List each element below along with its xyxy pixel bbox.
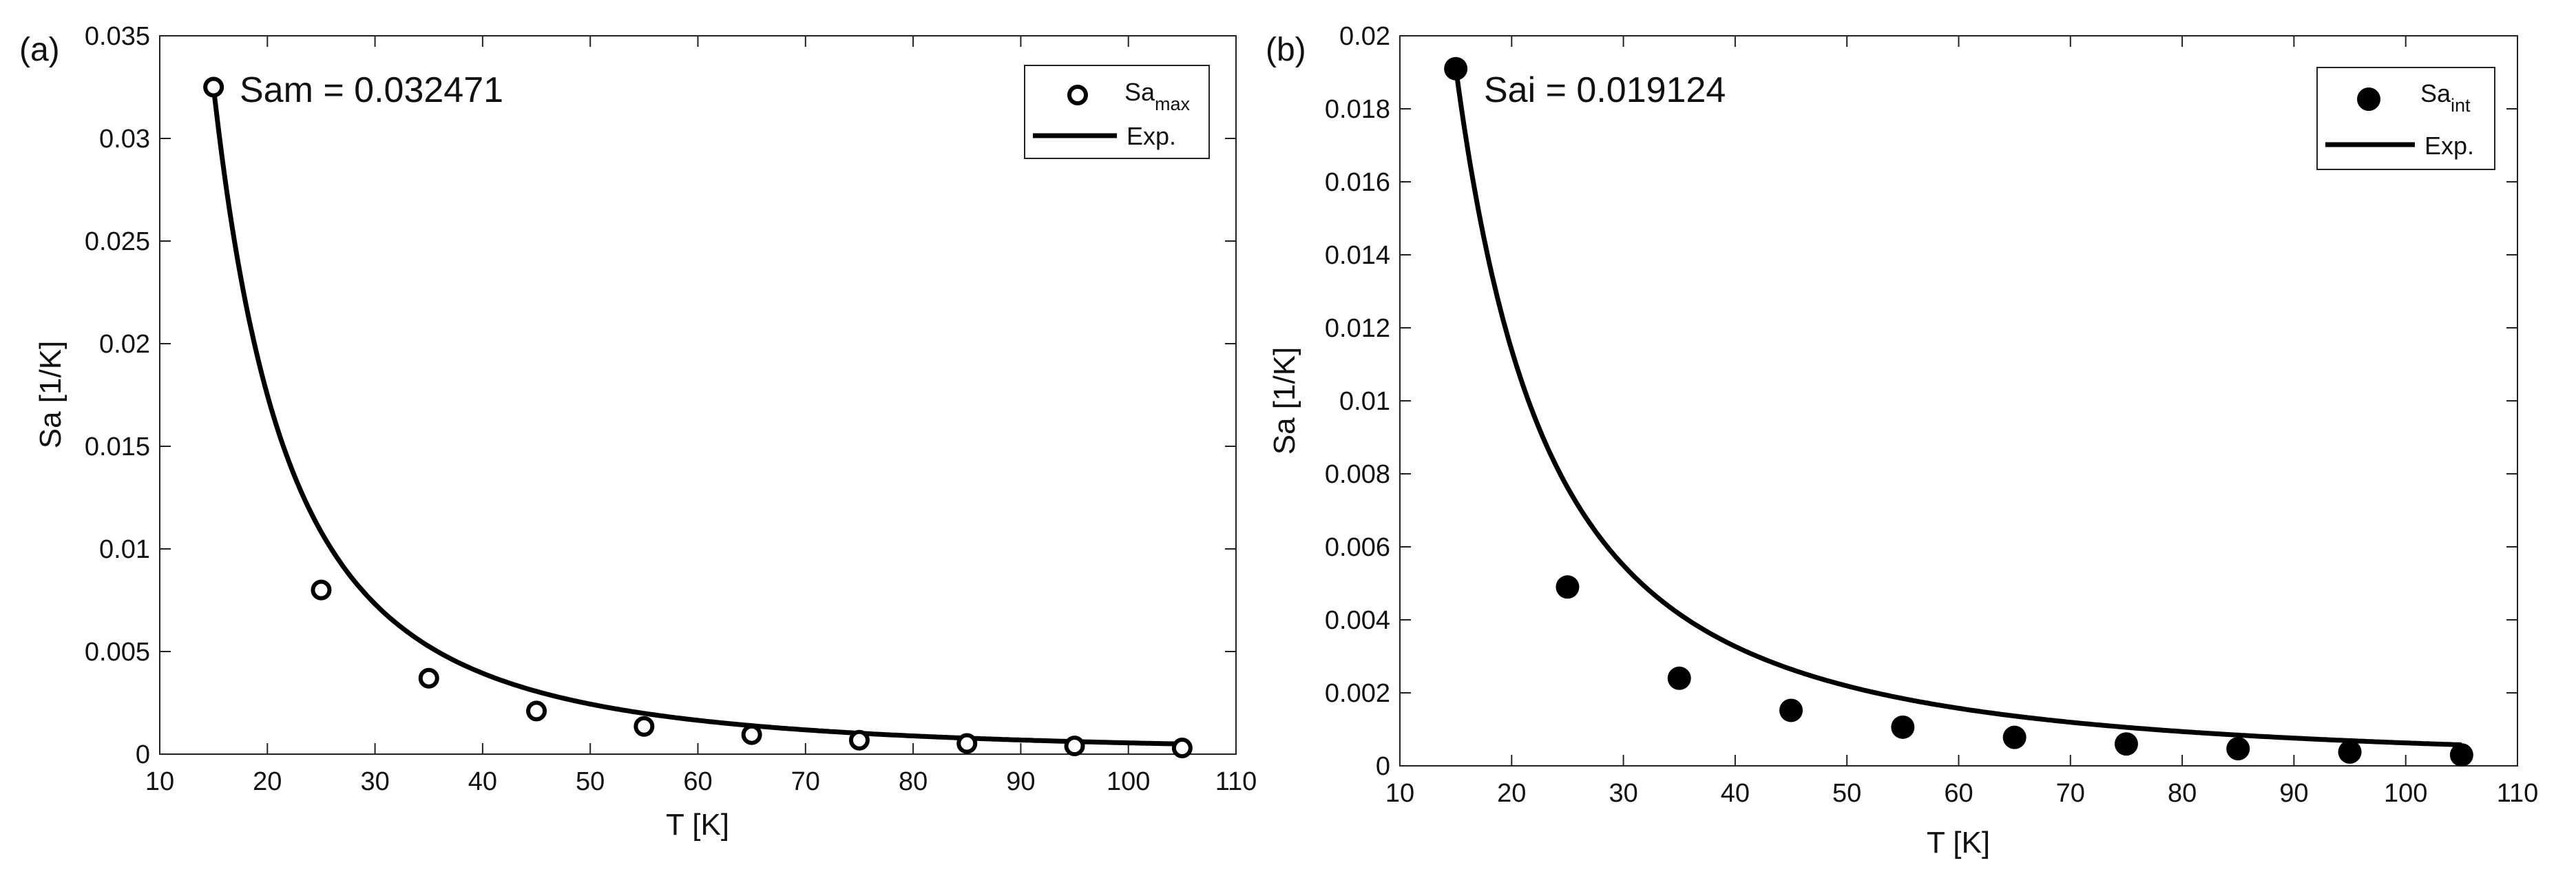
x-tick-label: 20 xyxy=(1497,779,1526,808)
data-point xyxy=(1779,698,1803,722)
data-point xyxy=(1171,738,1193,759)
x-tick-label: 110 xyxy=(2497,779,2539,808)
x-axis-label-b: T [K] xyxy=(1927,826,1990,860)
legend-box-b xyxy=(2316,67,2495,170)
y-tick-label: 0.008 xyxy=(1325,460,1390,489)
data-point xyxy=(1444,56,1468,81)
x-tick-label: 10 xyxy=(1385,779,1414,808)
data-point xyxy=(741,724,762,745)
x-tick-label: 50 xyxy=(576,767,605,796)
data-point xyxy=(2114,732,2138,756)
y-tick-label: 0.012 xyxy=(1325,314,1390,343)
y-tick-label: 0.016 xyxy=(1325,168,1390,197)
y-axis-label-a: Sa [1/K] xyxy=(34,341,67,449)
data-point xyxy=(526,700,547,722)
y-ticks-a: 0 0.005 0.01 0.015 0.02 0.025 0.03 0.035 xyxy=(85,22,1236,769)
x-ticks-a: 10 20 30 40 50 60 70 80 90 100 110 xyxy=(145,36,1257,796)
chart-panel-b: (b) 10 20 30 40 50 60 70 80 90 100 110 0 0.002 0.004… xyxy=(1266,22,2538,860)
x-tick-label: 100 xyxy=(1107,767,1150,796)
data-point xyxy=(2226,737,2250,761)
chart-panel-a: (a) 10 20 30 40 50 60 70 80 90 100 110 00.0050.010… xyxy=(19,22,1257,842)
y-tick-label: 0.01 xyxy=(99,535,150,564)
y-tick-label: 0.018 xyxy=(1325,95,1390,124)
y-tick-label: 0.006 xyxy=(1325,533,1390,562)
x-tick-label: 40 xyxy=(1721,779,1750,808)
x-tick-label: 70 xyxy=(2056,779,2085,808)
y-axis-label-b: Sa [1/K] xyxy=(1268,347,1301,455)
x-tick-label: 80 xyxy=(2168,779,2197,808)
y-tick-label: 0.025 xyxy=(85,227,150,256)
y-tick-label: 0.01 xyxy=(1339,387,1390,416)
legend-series-label-b: Saint xyxy=(2420,79,2471,116)
x-tick-label: 50 xyxy=(1832,779,1861,808)
x-tick-label: 100 xyxy=(2384,779,2427,808)
y-tick-label: 0 xyxy=(136,740,150,769)
data-point xyxy=(633,716,655,737)
data-point xyxy=(1556,575,1580,599)
legend-fit-label-a: Exp. xyxy=(1127,122,1176,150)
fit-curve-b xyxy=(1453,67,2462,747)
data-point xyxy=(2338,740,2362,764)
data-point xyxy=(418,667,439,689)
y-tick-label: 0.014 xyxy=(1325,241,1390,270)
x-tick-label: 10 xyxy=(145,767,174,796)
y-tick-label: 0.02 xyxy=(99,330,150,359)
data-point xyxy=(1064,736,1085,757)
data-point xyxy=(311,579,332,601)
x-tick-label: 60 xyxy=(1944,779,1973,808)
panel-label-a: (a) xyxy=(19,32,60,68)
legend-marker-a xyxy=(1067,85,1088,105)
data-point xyxy=(1891,715,1915,739)
y-tick-label: 0.015 xyxy=(85,433,150,461)
x-tick-label: 60 xyxy=(683,767,712,796)
data-point xyxy=(848,729,870,751)
x-tick-label: 30 xyxy=(1609,779,1637,808)
legend-box-a xyxy=(1024,65,1210,159)
data-point xyxy=(203,76,224,98)
legend-marker-b xyxy=(2357,87,2380,111)
x-tick-label: 80 xyxy=(899,767,928,796)
x-tick-label: 70 xyxy=(791,767,820,796)
y-tick-label: 0.002 xyxy=(1325,679,1390,708)
annotation-a: Sam = 0.032471 xyxy=(240,70,503,110)
x-tick-label: 90 xyxy=(1006,767,1035,796)
legend-a: Samax Exp. xyxy=(1024,65,1210,159)
fit-curve-a xyxy=(211,87,1182,747)
legend-series-label-a: Samax xyxy=(1124,78,1191,114)
x-tick-label: 110 xyxy=(1215,767,1257,796)
y-tick-label: 0.005 xyxy=(85,638,150,667)
y-tick-label: 0.02 xyxy=(1339,22,1390,51)
legend-b: Saint Exp. xyxy=(2316,67,2495,170)
data-points-a xyxy=(203,76,1193,759)
data-point xyxy=(1667,666,1691,690)
x-axis-label-a: T [K] xyxy=(666,808,729,842)
annotation-b: Sai = 0.019124 xyxy=(1484,70,1726,110)
y-tick-label: 0.004 xyxy=(1325,606,1390,635)
data-point xyxy=(956,733,978,754)
y-tick-label: 0 xyxy=(1376,752,1390,781)
y-tick-label: 0.03 xyxy=(99,125,150,154)
panel-label-b: (b) xyxy=(1266,32,1306,68)
data-points-b xyxy=(1444,56,2473,767)
x-tick-label: 20 xyxy=(253,767,282,796)
data-point xyxy=(2002,725,2027,749)
x-tick-label: 90 xyxy=(2279,779,2308,808)
x-tick-label: 40 xyxy=(468,767,497,796)
x-tick-label: 30 xyxy=(360,767,389,796)
y-ticks-b: 0 0.002 0.004 0.006 0.008 0.01 0.012 0.014 0.016… xyxy=(1325,22,2517,781)
data-point xyxy=(2449,743,2473,767)
legend-fit-label-b: Exp. xyxy=(2425,132,2474,160)
x-ticks-b: 10 20 30 40 50 60 70 80 90 100 110 xyxy=(1385,36,2538,808)
y-tick-label: 0.035 xyxy=(85,22,150,51)
